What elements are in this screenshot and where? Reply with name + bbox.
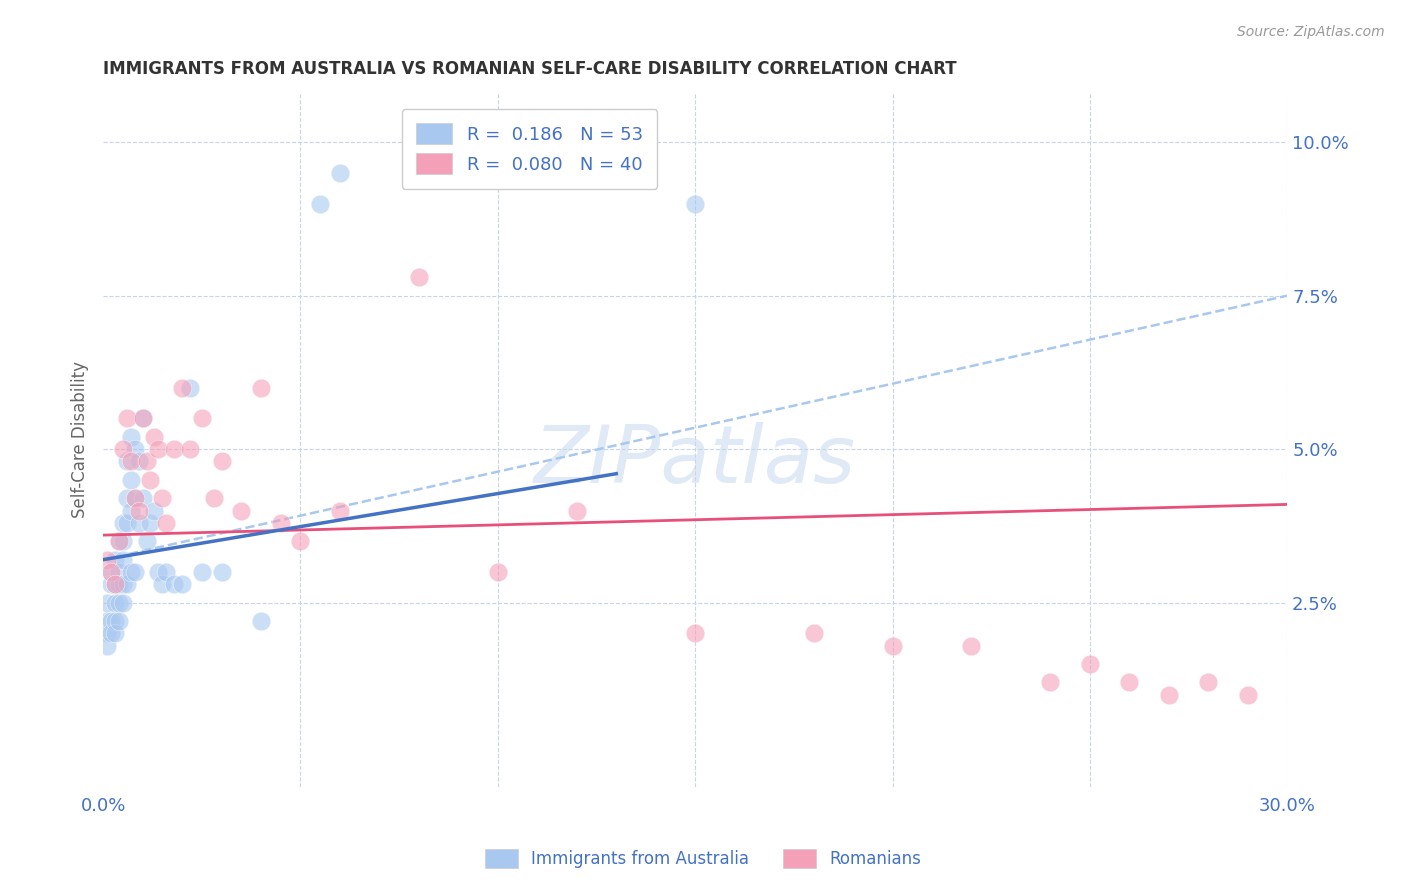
Point [104, 626, 127, 640]
Point [111, 596, 134, 610]
Point [486, 565, 509, 579]
Text: IMMIGRANTS FROM AUSTRALIA VS ROMANIAN SELF-CARE DISABILITY CORRELATION CHART: IMMIGRANTS FROM AUSTRALIA VS ROMANIAN SE… [103, 60, 956, 78]
Point [96, 639, 118, 653]
Point [135, 454, 157, 468]
Point [104, 577, 127, 591]
Point [115, 516, 138, 530]
Point [211, 454, 233, 468]
Point [108, 577, 131, 591]
Point [139, 516, 162, 530]
Point [100, 577, 122, 591]
Point [191, 565, 214, 579]
Point [128, 454, 150, 468]
Point [1197, 675, 1219, 690]
Point [1157, 688, 1180, 702]
Point [115, 577, 138, 591]
Point [143, 503, 166, 517]
Point [120, 565, 142, 579]
Point [170, 381, 193, 395]
Point [115, 411, 138, 425]
Point [124, 565, 146, 579]
Point [1078, 657, 1101, 671]
Point [329, 166, 352, 180]
Point [270, 516, 292, 530]
Text: Source: ZipAtlas.com: Source: ZipAtlas.com [1237, 25, 1385, 39]
Point [1236, 688, 1258, 702]
Point [124, 491, 146, 506]
Point [104, 596, 127, 610]
Point [100, 626, 122, 640]
Point [111, 534, 134, 549]
Point [309, 196, 332, 211]
Point [131, 411, 153, 425]
Point [290, 534, 312, 549]
Point [148, 442, 170, 457]
Point [131, 411, 153, 425]
Legend: R =  0.186   N = 53, R =  0.080   N = 40: R = 0.186 N = 53, R = 0.080 N = 40 [402, 109, 657, 188]
Point [108, 534, 131, 549]
Point [135, 534, 157, 549]
Point [155, 516, 177, 530]
Point [96, 552, 118, 566]
Point [111, 442, 134, 457]
Point [120, 430, 142, 444]
Point [882, 639, 904, 653]
Point [124, 442, 146, 457]
Point [163, 442, 186, 457]
Point [250, 614, 273, 628]
Point [96, 614, 118, 628]
Point [96, 596, 118, 610]
Point [408, 270, 430, 285]
Point [104, 552, 127, 566]
Point [108, 534, 131, 549]
Point [111, 552, 134, 566]
Point [211, 565, 233, 579]
Point [148, 565, 170, 579]
Point [108, 596, 131, 610]
Point [1118, 675, 1140, 690]
Point [150, 491, 173, 506]
Point [100, 565, 122, 579]
Point [191, 411, 214, 425]
Point [565, 503, 588, 517]
Point [108, 614, 131, 628]
Text: ZIPatlas: ZIPatlas [534, 422, 856, 500]
Point [104, 614, 127, 628]
Point [131, 491, 153, 506]
Point [128, 516, 150, 530]
Point [250, 381, 273, 395]
Point [120, 473, 142, 487]
Point [329, 503, 352, 517]
Point [143, 430, 166, 444]
Point [111, 577, 134, 591]
Point [155, 565, 177, 579]
Point [115, 454, 138, 468]
Point [683, 626, 706, 640]
Point [170, 577, 193, 591]
Point [179, 442, 201, 457]
Point [150, 577, 173, 591]
Y-axis label: Self-Care Disability: Self-Care Disability [72, 361, 89, 518]
Point [115, 491, 138, 506]
Point [100, 565, 122, 579]
Point [803, 626, 825, 640]
Point [100, 614, 122, 628]
Point [111, 516, 134, 530]
Point [1039, 675, 1062, 690]
Point [683, 196, 706, 211]
Point [202, 491, 225, 506]
Point [231, 503, 253, 517]
Point [139, 473, 162, 487]
Point [108, 565, 131, 579]
Point [163, 577, 186, 591]
Point [960, 639, 983, 653]
Point [179, 381, 201, 395]
Legend: Immigrants from Australia, Romanians: Immigrants from Australia, Romanians [478, 842, 928, 875]
Point [128, 503, 150, 517]
Point [124, 491, 146, 506]
Point [96, 626, 118, 640]
Point [120, 503, 142, 517]
Point [104, 577, 127, 591]
Point [120, 454, 142, 468]
